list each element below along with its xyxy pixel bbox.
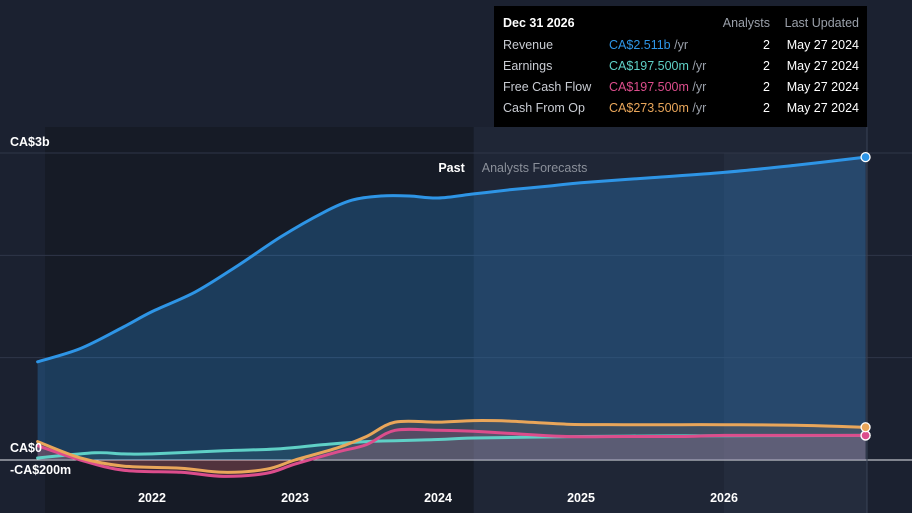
tooltip-row-value: CA$273.500m /yr <box>609 100 706 116</box>
x-tick-label: 2025 <box>567 491 595 505</box>
y-tick-label: CA$0 <box>10 441 42 455</box>
tooltip-row-analysts: 2 <box>763 38 770 52</box>
tooltip-row-label: Earnings <box>503 59 553 73</box>
earnings-area <box>37 435 866 460</box>
forecast-label: Analysts Forecasts <box>482 161 588 175</box>
revenue-line <box>36 155 868 364</box>
x-axis: 2022 2023 2024 2025 2026 <box>138 491 738 505</box>
x-tick-label: 2026 <box>710 491 738 505</box>
hover-highlight <box>724 153 867 513</box>
cash-from-op-area <box>37 420 866 473</box>
cash-from-op-line <box>36 419 868 474</box>
tooltip-updated-header: Last Updated <box>784 16 859 30</box>
hover-tooltip: Dec 31 2026 Analysts Last Updated Revenu… <box>494 6 867 127</box>
tooltip-date: Dec 31 2026 <box>503 16 575 30</box>
tooltip-value-amount: CA$2.511b <box>609 38 671 52</box>
tooltip-row-updated: May 27 2024 <box>786 80 859 94</box>
tooltip-row-label: Free Cash Flow <box>503 80 592 94</box>
free-cash-flow-line <box>36 427 868 478</box>
tooltip-analysts-header: Analysts <box>722 16 770 30</box>
tooltip-row-updated: May 27 2024 <box>786 101 859 115</box>
y-tick-label: CA$3b <box>10 135 50 149</box>
revenue-area <box>37 157 866 460</box>
tooltip-value-amount: CA$273.500m <box>609 101 689 115</box>
tooltip-row-analysts: 2 <box>763 101 770 115</box>
y-axis: CA$3b CA$0 -CA$200m <box>10 135 71 477</box>
x-tick-label: 2023 <box>281 491 309 505</box>
tooltip-value-suffix: /yr <box>688 80 707 94</box>
series-lines <box>36 155 868 478</box>
tooltip-row-updated: May 27 2024 <box>786 38 859 52</box>
tooltip-value-amount: CA$197.500m <box>609 59 689 73</box>
tooltip-value-amount: CA$197.500m <box>609 80 689 94</box>
x-tick-label: 2022 <box>138 491 166 505</box>
x-tick-label: 2024 <box>424 491 452 505</box>
series-areas <box>37 157 866 477</box>
tooltip-row-value: CA$197.500m /yr <box>609 58 706 74</box>
tooltip-row-label: Revenue <box>503 38 554 52</box>
tooltip-value-suffix: /yr <box>670 38 688 52</box>
past-label: Past <box>438 161 465 175</box>
tooltip-value-suffix: /yr <box>688 59 707 73</box>
revenue-point <box>860 151 871 163</box>
tooltip-row-value: CA$2.511b /yr <box>609 37 688 53</box>
gridlines <box>0 152 912 461</box>
free-cash-flow-area <box>37 429 866 477</box>
tooltip-row-updated: May 27 2024 <box>786 59 859 73</box>
tooltip-row-analysts: 2 <box>763 80 770 94</box>
tooltip-row-label: Cash From Op <box>503 101 585 115</box>
tooltip-row-value: CA$197.500m /yr <box>609 79 706 95</box>
cash-from-op-point <box>860 422 871 433</box>
tooltip-row-analysts: 2 <box>763 59 770 73</box>
tooltip-value-suffix: /yr <box>688 101 707 115</box>
y-tick-label: -CA$200m <box>10 463 71 477</box>
hover-dots <box>860 151 871 441</box>
